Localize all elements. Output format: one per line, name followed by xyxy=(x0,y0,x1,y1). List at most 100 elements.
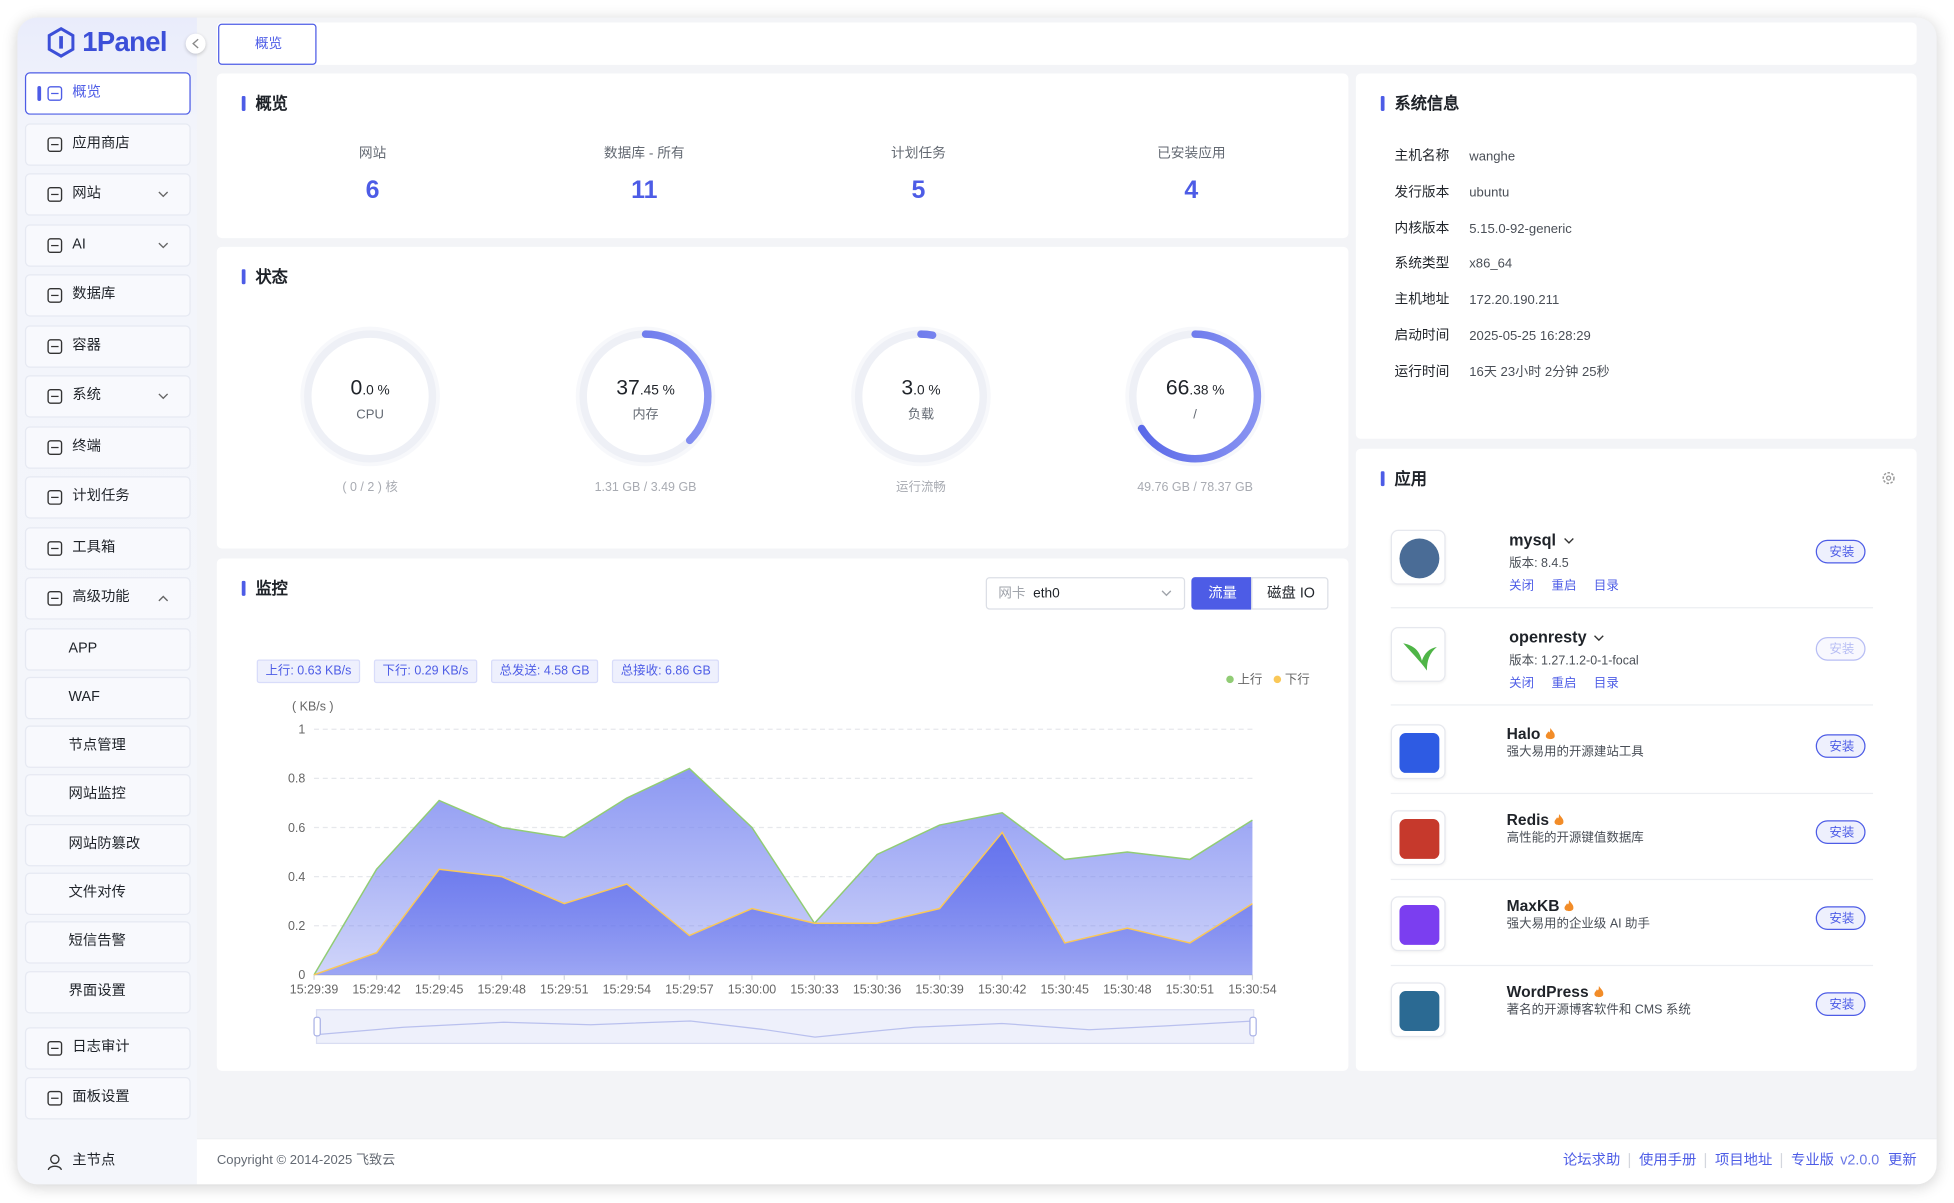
stat-value[interactable]: 11 xyxy=(631,177,658,205)
submenu-label[interactable]: 短信告警 xyxy=(68,934,126,950)
sidebar-item[interactable] xyxy=(24,970,191,1013)
icon-shape xyxy=(47,489,63,505)
app-action[interactable]: 目录 xyxy=(1593,676,1619,691)
menu-label[interactable]: 面板设置 xyxy=(72,1089,130,1105)
stat-value[interactable]: 6 xyxy=(365,177,380,205)
app-description: 强大易用的开源建站工具 xyxy=(1506,745,1644,760)
x-tick-label: 15:30:36 xyxy=(853,983,902,997)
menu-label[interactable]: 工具箱 xyxy=(72,539,116,555)
app-name[interactable]: WordPress xyxy=(1506,983,1589,1001)
chevron xyxy=(158,191,169,198)
gauge-value: 37.45% xyxy=(616,377,675,398)
toggle-button[interactable]: 流量 xyxy=(1191,577,1252,610)
info-value: 5.15.0-92-generic xyxy=(1469,221,1572,237)
logo-mark xyxy=(59,36,63,49)
submenu-label[interactable]: 网站防篡改 xyxy=(68,836,141,852)
app-icon xyxy=(1403,643,1437,671)
sidebar-item[interactable] xyxy=(24,324,191,368)
submenu-label[interactable]: 文件对传 xyxy=(68,885,126,901)
footer-link[interactable]: 项目地址 xyxy=(1705,1153,1781,1169)
submenu-label[interactable]: 节点管理 xyxy=(68,738,126,754)
submenu-label[interactable]: APP xyxy=(68,640,98,656)
button-label[interactable]: 安装 xyxy=(1829,545,1855,560)
gauge-arc xyxy=(854,330,987,463)
install-button: 安装 xyxy=(1815,637,1866,661)
user-icon xyxy=(47,1154,62,1171)
app-icon-frame xyxy=(1390,627,1446,682)
menu-label[interactable]: 应用商店 xyxy=(72,135,130,151)
button-label[interactable]: 安装 xyxy=(1829,911,1855,926)
install-button[interactable]: 安装 xyxy=(1815,992,1866,1016)
gauge-halo xyxy=(300,326,440,467)
button-label[interactable]: 安装 xyxy=(1829,825,1855,840)
logo-hexagon xyxy=(47,26,75,58)
y-tick-label: 0.8 xyxy=(288,772,305,786)
tab[interactable]: 概览 xyxy=(218,23,317,65)
app-name[interactable]: openresty xyxy=(1509,627,1587,647)
install-button[interactable]: 安装 xyxy=(1815,734,1866,758)
menu-label[interactable]: 容器 xyxy=(72,337,101,353)
sidebar-item[interactable] xyxy=(24,725,191,769)
app-action[interactable]: 重启 xyxy=(1551,676,1577,691)
chevron xyxy=(1594,635,1604,642)
menu-label[interactable]: 计划任务 xyxy=(72,488,130,504)
tab-label[interactable]: 概览 xyxy=(254,36,283,52)
stat-label: 数据库 - 所有 xyxy=(603,146,685,162)
submenu-label[interactable]: 界面设置 xyxy=(68,983,126,999)
gauge-detail: ( 0 / 2 ) 核 xyxy=(342,481,398,495)
sidebar-item[interactable] xyxy=(24,676,191,720)
footer-link[interactable]: 使用手册 xyxy=(1628,1153,1705,1169)
button-label[interactable]: 流量 xyxy=(1208,586,1237,602)
app-action[interactable]: 目录 xyxy=(1593,579,1619,594)
menu-label[interactable]: 数据库 xyxy=(72,287,116,302)
sidebar-item[interactable] xyxy=(24,921,191,964)
footer-link[interactable]: 专业版 xyxy=(1781,1153,1843,1169)
chevron xyxy=(1161,590,1172,597)
submenu-label[interactable]: WAF xyxy=(68,689,100,705)
app-action[interactable]: 重启 xyxy=(1551,579,1577,594)
app-action[interactable]: 关闭 xyxy=(1509,579,1535,594)
menu-label[interactable]: 网站 xyxy=(72,186,101,202)
sidebar-item[interactable] xyxy=(24,823,191,866)
button-label[interactable]: 安装 xyxy=(1829,997,1855,1012)
footer-link[interactable]: 更新 xyxy=(1887,1153,1917,1169)
nic-select[interactable]: 网卡 eth0 xyxy=(985,577,1186,610)
sidebar-item[interactable] xyxy=(24,774,191,818)
menu-label[interactable]: 高级功能 xyxy=(72,589,130,605)
app-name[interactable]: Redis xyxy=(1506,811,1550,829)
info-label: 发行版本 xyxy=(1394,184,1450,200)
install-button[interactable]: 安装 xyxy=(1815,906,1866,930)
gauge-int: 37 xyxy=(616,375,640,400)
stat-value[interactable]: 4 xyxy=(1184,177,1199,205)
collapse-button[interactable] xyxy=(185,33,206,54)
app-name[interactable]: MaxKB xyxy=(1506,897,1560,915)
app-name[interactable]: Halo xyxy=(1506,725,1541,743)
sidebar-item[interactable] xyxy=(24,72,191,115)
gauge xyxy=(575,326,716,467)
footer-link[interactable]: 论坛求助 xyxy=(1562,1153,1621,1169)
stat-value[interactable]: 5 xyxy=(911,177,926,205)
app-icon xyxy=(1399,991,1440,1031)
app-icon-frame xyxy=(1390,810,1446,866)
install-button[interactable]: 安装 xyxy=(1815,539,1866,564)
y-axis-unit: ( KB/s ) xyxy=(292,700,334,714)
menu-label[interactable]: 系统 xyxy=(72,388,101,403)
node-label[interactable]: 主节点 xyxy=(72,1153,116,1169)
install-button[interactable]: 安装 xyxy=(1815,820,1866,844)
icon-shape xyxy=(47,237,63,253)
stat-badge: 总发送: 4.58 GB xyxy=(490,659,599,684)
gauge xyxy=(300,326,440,467)
toggle-button[interactable]: 磁盘 IO xyxy=(1251,577,1329,610)
menu-label[interactable]: AI xyxy=(72,236,86,252)
menu-label[interactable]: 终端 xyxy=(72,438,101,454)
submenu-label[interactable]: 网站监控 xyxy=(68,787,126,803)
version[interactable]: v2.0.0 xyxy=(1840,1153,1880,1169)
button-label[interactable]: 磁盘 IO xyxy=(1267,586,1315,602)
menu-label[interactable]: 概览 xyxy=(72,85,101,101)
menu-label[interactable]: 日志审计 xyxy=(72,1039,130,1055)
app-name[interactable]: mysql xyxy=(1509,530,1556,550)
app-action[interactable]: 关闭 xyxy=(1509,676,1535,691)
button-label[interactable]: 安装 xyxy=(1829,739,1855,754)
sidebar-item[interactable] xyxy=(24,872,191,916)
sidebar-item[interactable] xyxy=(24,627,191,671)
